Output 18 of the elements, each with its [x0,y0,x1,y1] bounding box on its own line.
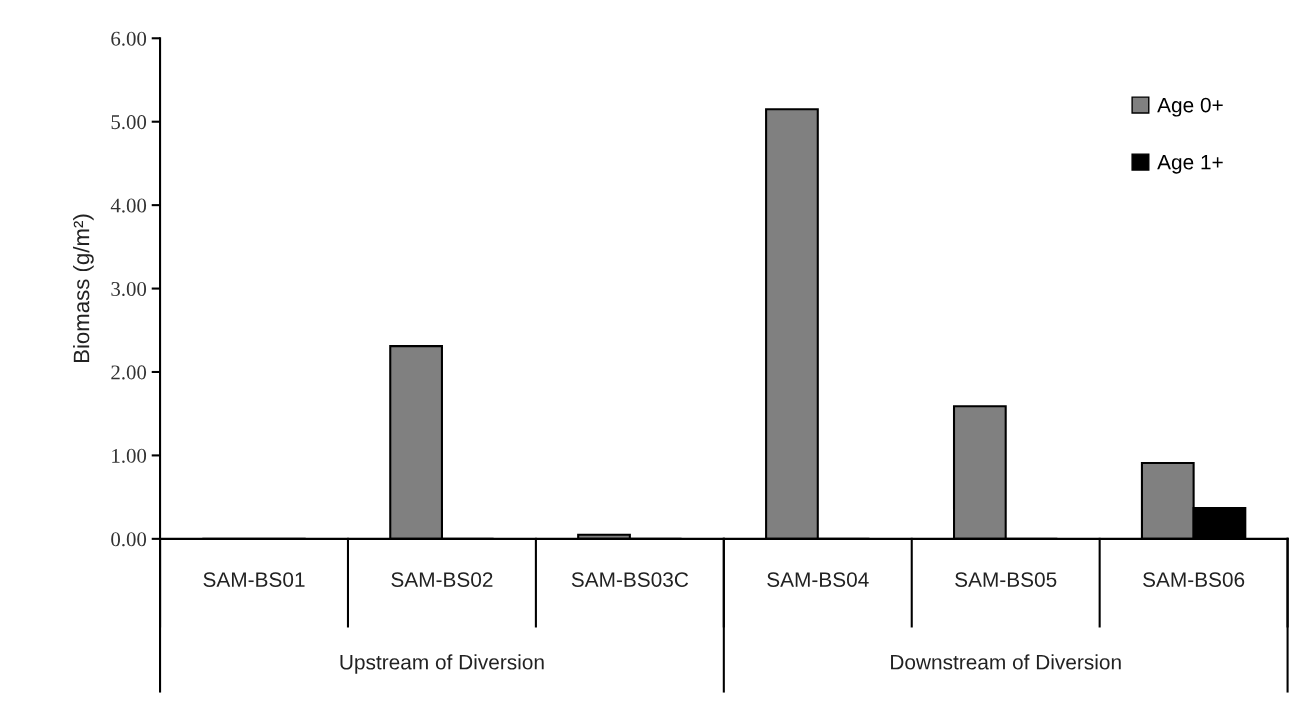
legend-label: Age 0+ [1157,97,1223,117]
y-tick-label: 4.00 [110,198,147,213]
y-axis-title: Biomass (g/m²) [73,214,94,363]
x-tick-label: SAM-BS03C [571,572,689,587]
x-tick-label: SAM-BS04 [767,572,869,587]
x-tick-label: SAM-BS05 [955,572,1057,587]
y-tick-label: 2.00 [111,365,147,380]
text: Downstream of Diversion [891,654,1121,670]
text: Upstream of Diversion [340,654,544,674]
x-tick-label: SAM-BS02 [391,572,493,587]
x-tick-label: SAM-BS01 [203,572,305,587]
legend-label: Age 1+ [1157,154,1223,174]
y-tick-label: 5.00 [111,115,147,130]
y-tick-label: 3.00 [111,281,147,297]
y-tick-label: 0.00 [111,532,147,547]
y-tick-label: 1.00 [112,448,147,463]
x-tick-label: SAM-BS06 [1143,572,1245,587]
y-tick-label: 6.00 [111,31,147,46]
